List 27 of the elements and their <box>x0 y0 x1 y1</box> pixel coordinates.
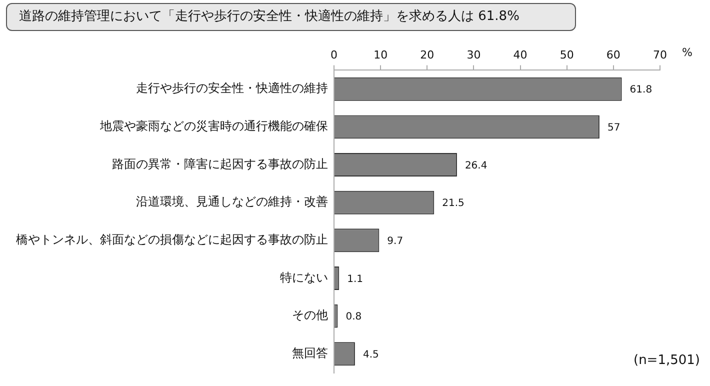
y-tick-label: 地震や豪雨などの災害時の通行機能の確保 <box>99 119 328 134</box>
y-tick-label: 特にない <box>280 270 328 284</box>
y-tick-label: 走行や歩行の安全性・快適性の維持 <box>136 81 328 96</box>
x-axis-title: % <box>682 46 692 59</box>
y-tick-label: その他 <box>292 308 328 322</box>
x-tick-label: 30 <box>466 48 481 62</box>
data-label: 21.5 <box>442 198 464 210</box>
y-tick-label: 橋やトンネル、斜面などの損傷などに起因する事故の防止 <box>16 232 328 247</box>
data-label: 1.1 <box>347 274 364 285</box>
y-tick-label: 沿道環境、見通しなどの維持・改善 <box>136 194 328 209</box>
y-tick-label: 無回答 <box>292 346 328 360</box>
x-tick-label: 40 <box>513 48 528 62</box>
x-tick-label: 50 <box>560 48 574 62</box>
data-label: 26.4 <box>464 160 488 172</box>
data-label: 0.8 <box>346 312 362 323</box>
data-label: 61.8 <box>630 84 652 96</box>
data-label: 9.7 <box>387 236 404 248</box>
data-label: 57 <box>607 122 620 134</box>
x-tick-label: 10 <box>374 48 388 62</box>
x-tick-label: 0 <box>330 48 338 62</box>
data-label: 4.5 <box>362 349 379 360</box>
x-tick-label: 70 <box>653 48 667 62</box>
x-tick-label: 20 <box>420 48 434 62</box>
y-tick-label: 路面の異常・障害に起因する事故の防止 <box>112 156 328 171</box>
chart-title: 道路の維持管理において「走行や歩行の安全性・快適性の維持」を求める人は 61.8% <box>6 3 576 31</box>
annotation: (n=1,501) <box>634 353 700 368</box>
x-tick-label: 60 <box>606 48 620 62</box>
